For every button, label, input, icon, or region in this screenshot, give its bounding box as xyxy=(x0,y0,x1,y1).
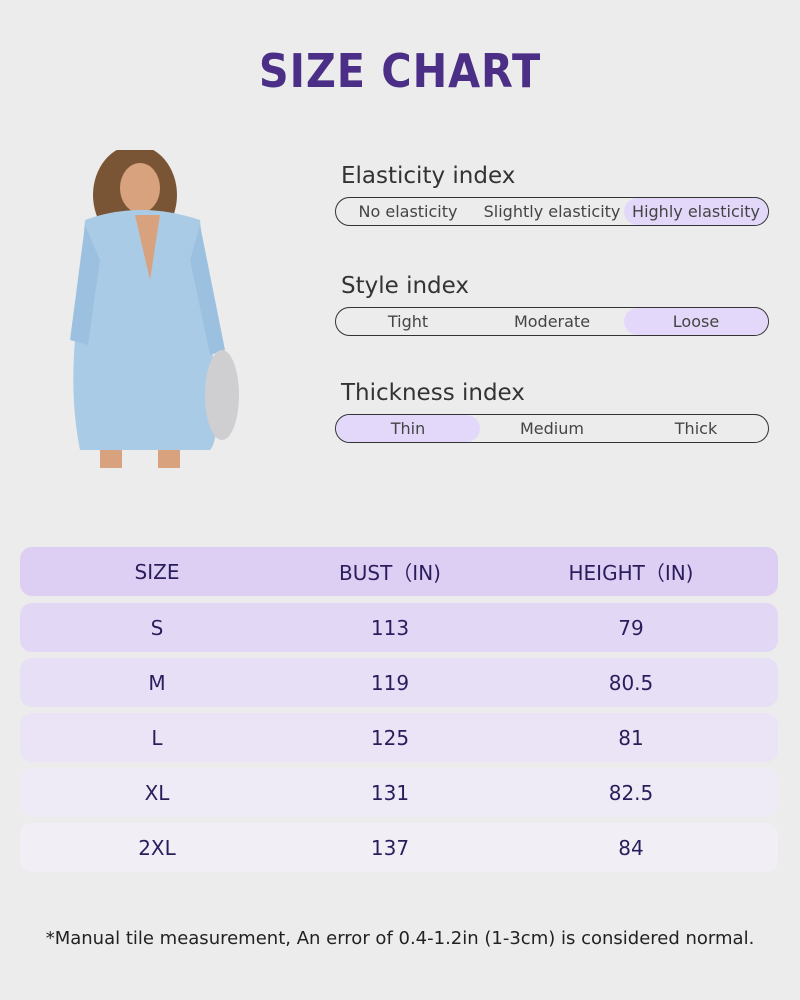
elasticity-index: Elasticity index No elasticity Slightly … xyxy=(335,163,769,226)
option-loose: Loose xyxy=(624,308,768,335)
table-row: L 125 81 xyxy=(20,713,778,762)
product-photo xyxy=(70,150,239,468)
option-medium: Medium xyxy=(520,419,584,438)
option-highly-elasticity: Highly elasticity xyxy=(624,198,768,225)
table-row: XL 131 82.5 xyxy=(20,768,778,817)
option-slightly-elasticity: Slightly elasticity xyxy=(483,202,621,221)
thickness-index: Thickness index Thin Medium Thick xyxy=(335,380,769,443)
option-thick: Thick xyxy=(674,419,718,438)
cell-bust: 131 xyxy=(370,780,410,805)
style-index-label: Style index xyxy=(341,273,470,299)
cell-height: 84 xyxy=(618,835,644,860)
table-header: SIZE BUST（IN) HEIGHT（IN) xyxy=(20,547,778,596)
cell-bust: 137 xyxy=(370,835,410,860)
option-tight: Tight xyxy=(387,312,429,331)
table-row: 2XL 137 84 xyxy=(20,823,778,872)
cell-height: 80.5 xyxy=(608,670,654,695)
cell-height: 81 xyxy=(618,725,644,750)
header-bust: BUST（IN) xyxy=(339,561,441,585)
thickness-index-label: Thickness index xyxy=(341,380,525,406)
cell-bust: 125 xyxy=(370,725,410,750)
header-size: SIZE xyxy=(134,559,180,584)
option-moderate: Moderate xyxy=(513,312,591,331)
style-index: Style index Tight Moderate Loose xyxy=(335,273,769,336)
cell-height: 82.5 xyxy=(608,780,654,805)
thickness-scale: Thin Medium Thick xyxy=(335,414,769,443)
page-title: SIZE CHART xyxy=(258,44,542,98)
cell-size: L xyxy=(151,725,163,750)
measurement-note: *Manual tile measurement, An error of 0.… xyxy=(45,928,755,949)
cell-size: S xyxy=(150,615,164,640)
cell-bust: 119 xyxy=(370,670,410,695)
cell-size: XL xyxy=(144,780,170,805)
option-thin: Thin xyxy=(336,415,480,442)
cell-bust: 113 xyxy=(370,615,410,640)
cell-size: 2XL xyxy=(138,835,176,860)
elasticity-scale: No elasticity Slightly elasticity Highly… xyxy=(335,197,769,226)
table-row: S 113 79 xyxy=(20,603,778,652)
table-row: M 119 80.5 xyxy=(20,658,778,707)
style-scale: Tight Moderate Loose xyxy=(335,307,769,336)
cell-size: M xyxy=(148,670,166,695)
header-height: HEIGHT（IN) xyxy=(568,561,694,585)
elasticity-index-label: Elasticity index xyxy=(341,163,516,189)
option-no-elasticity: No elasticity xyxy=(358,202,458,221)
cell-height: 79 xyxy=(618,615,644,640)
